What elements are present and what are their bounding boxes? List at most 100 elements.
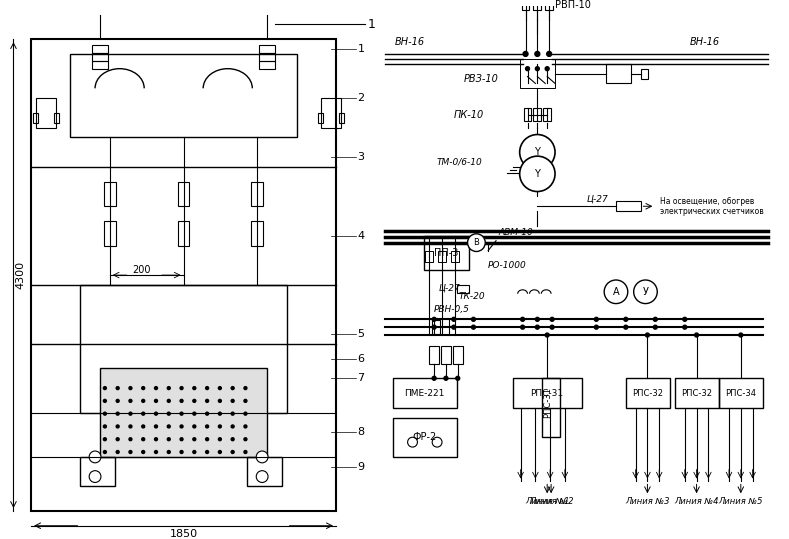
Circle shape (432, 325, 436, 329)
Bar (720, 378, 764, 408)
Circle shape (206, 451, 208, 453)
Bar (33, 113, 38, 123)
Text: РПС-31: РПС-31 (531, 389, 563, 398)
Circle shape (206, 438, 208, 441)
Circle shape (456, 376, 460, 380)
Text: Ц-27: Ц-27 (586, 195, 608, 204)
Bar (80, 285, 286, 413)
Text: 1: 1 (368, 18, 376, 31)
Circle shape (155, 412, 158, 415)
Circle shape (180, 425, 183, 428)
Bar (451, 251, 458, 262)
Circle shape (219, 451, 222, 453)
Text: ВН-16: ВН-16 (690, 37, 720, 47)
Circle shape (444, 376, 448, 380)
Bar (32, 39, 336, 511)
Text: РПС-32: РПС-32 (681, 389, 712, 398)
Circle shape (536, 317, 540, 321)
Circle shape (219, 386, 222, 390)
Bar (36, 98, 56, 128)
Circle shape (408, 437, 417, 447)
Circle shape (535, 51, 540, 57)
Bar (252, 182, 263, 206)
Bar (544, 108, 551, 121)
Text: 4300: 4300 (16, 261, 25, 289)
Text: ТМ-0/6-10: ТМ-0/6-10 (436, 157, 482, 167)
Circle shape (142, 412, 144, 415)
Bar (104, 221, 116, 246)
Circle shape (180, 438, 183, 441)
Circle shape (193, 451, 196, 453)
Bar (178, 221, 189, 246)
Bar (321, 98, 341, 128)
Circle shape (624, 325, 628, 329)
Circle shape (536, 67, 540, 71)
Text: ПП-3: ПП-3 (434, 248, 458, 259)
Circle shape (547, 51, 552, 57)
Circle shape (193, 425, 196, 428)
Bar (524, 108, 532, 121)
Circle shape (155, 425, 158, 428)
Bar (641, 68, 649, 79)
Circle shape (244, 425, 247, 428)
Text: ФР-2: ФР-2 (412, 432, 436, 443)
Bar (54, 113, 58, 123)
Circle shape (129, 399, 132, 402)
Circle shape (594, 317, 598, 321)
Bar (542, 378, 560, 437)
Bar (393, 378, 457, 408)
Circle shape (682, 325, 686, 329)
Circle shape (468, 234, 485, 252)
Text: 6: 6 (357, 354, 365, 364)
Circle shape (520, 135, 555, 170)
Bar (545, 0, 553, 10)
Circle shape (231, 438, 234, 441)
Circle shape (452, 325, 456, 329)
Text: А: А (613, 287, 619, 297)
Circle shape (142, 438, 144, 441)
Circle shape (231, 386, 234, 390)
Circle shape (520, 156, 555, 191)
Circle shape (653, 317, 657, 321)
Bar (318, 113, 323, 123)
Text: Y: Y (534, 169, 540, 179)
Circle shape (180, 412, 183, 415)
Text: 7: 7 (357, 374, 365, 383)
Bar (522, 0, 529, 10)
Circle shape (103, 438, 107, 441)
Circle shape (142, 451, 144, 453)
Circle shape (653, 325, 657, 329)
Circle shape (155, 451, 158, 453)
Text: 2: 2 (357, 93, 365, 103)
Circle shape (116, 399, 119, 402)
Circle shape (142, 399, 144, 402)
Circle shape (432, 437, 442, 447)
Text: Линия №2: Линия №2 (529, 496, 574, 506)
Bar (626, 378, 670, 408)
Text: Линия №3: Линия №3 (625, 496, 670, 506)
Bar (453, 346, 462, 363)
Circle shape (550, 325, 554, 329)
Text: РПС-34: РПС-34 (725, 389, 757, 398)
Text: 8: 8 (357, 427, 365, 437)
Bar (92, 61, 108, 68)
Circle shape (231, 425, 234, 428)
Circle shape (256, 471, 268, 482)
Circle shape (129, 425, 132, 428)
Circle shape (206, 412, 208, 415)
Bar (100, 369, 267, 457)
Circle shape (167, 438, 170, 441)
Circle shape (142, 425, 144, 428)
Circle shape (167, 386, 170, 390)
Text: РО-1000: РО-1000 (488, 261, 527, 270)
Circle shape (219, 399, 222, 402)
Circle shape (89, 451, 101, 463)
Text: 4: 4 (357, 231, 365, 241)
Circle shape (525, 67, 529, 71)
Circle shape (206, 425, 208, 428)
Circle shape (193, 386, 196, 390)
Bar (432, 320, 440, 334)
Circle shape (645, 333, 649, 337)
Bar (260, 53, 275, 61)
Text: РВН-0,5: РВН-0,5 (434, 305, 470, 314)
